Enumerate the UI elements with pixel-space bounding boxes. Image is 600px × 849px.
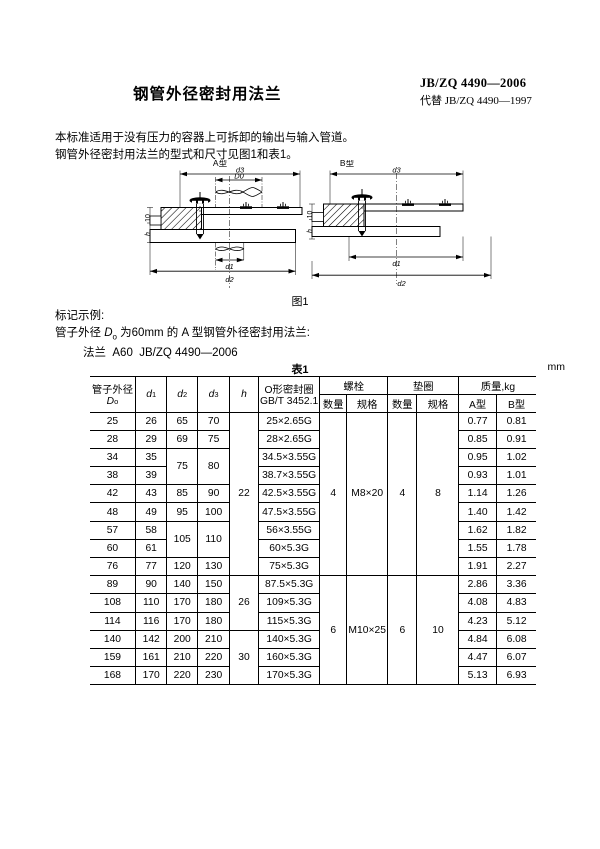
svg-text:d1: d1 (225, 262, 233, 271)
svg-text:d2: d2 (397, 279, 406, 288)
svg-text:d1: d1 (392, 259, 400, 268)
svg-text:d3: d3 (392, 166, 401, 175)
svg-text:d2: d2 (225, 275, 234, 284)
svg-text:A型: A型 (213, 160, 228, 168)
svg-text:D0: D0 (234, 172, 244, 181)
svg-text:B型: B型 (340, 160, 355, 168)
